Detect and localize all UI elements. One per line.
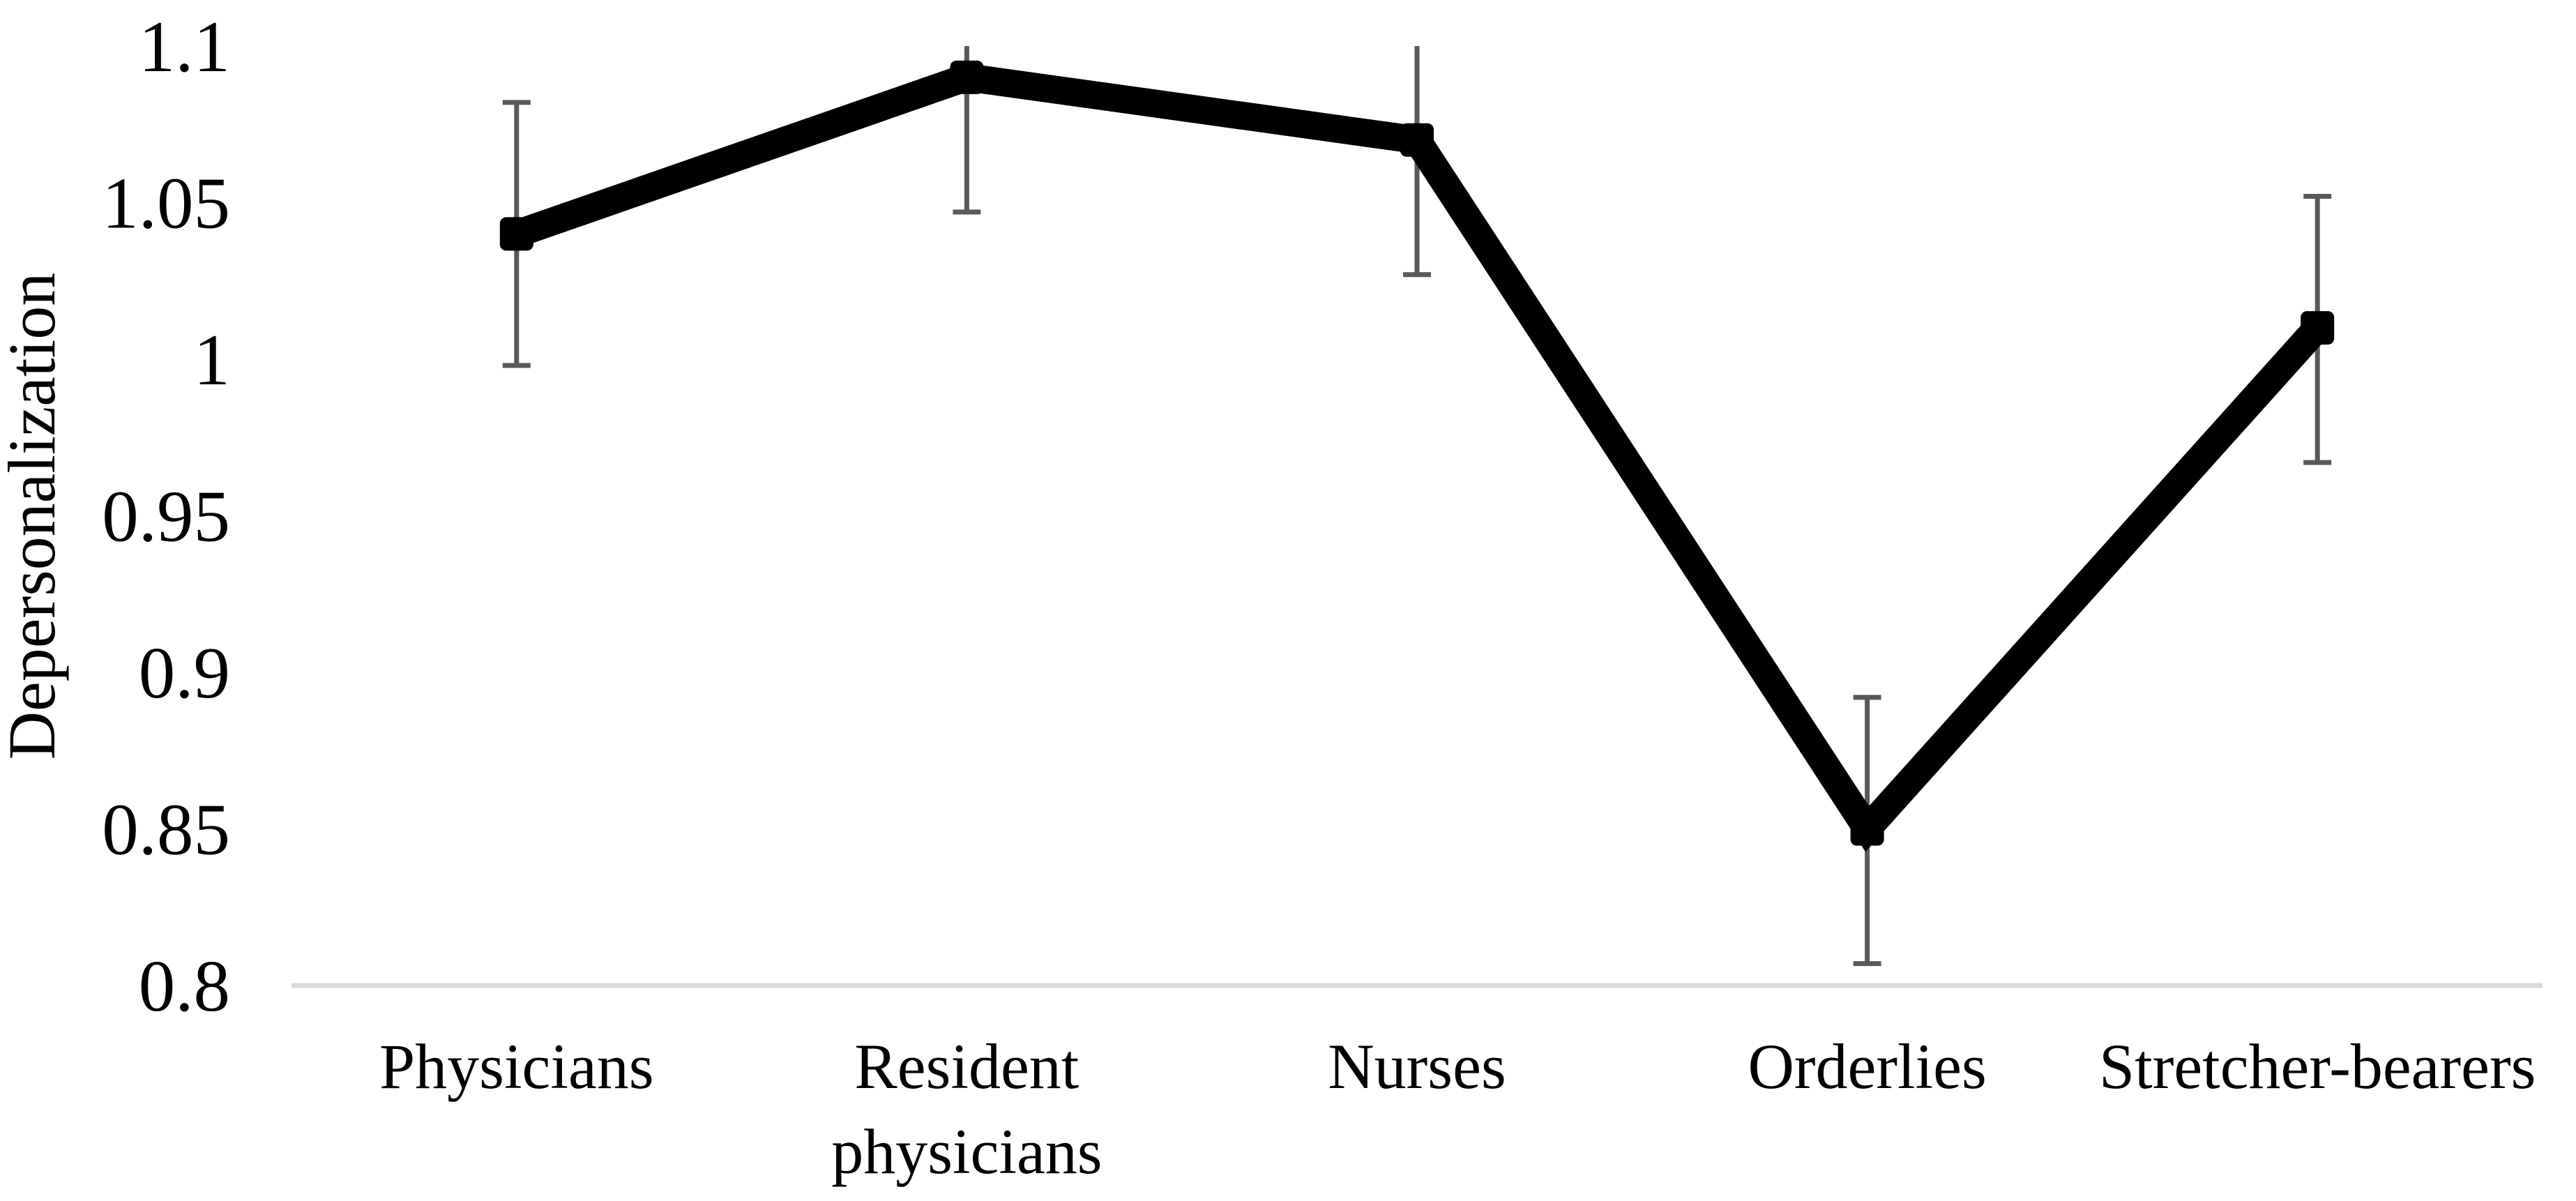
error-bars-group xyxy=(502,46,2332,967)
y-tick-labels-group: 1.1 1.05 1 0.95 0.9 0.85 0.8 xyxy=(102,6,230,1027)
x-category-label: Orderlies xyxy=(1748,1031,1986,1102)
data-point-marker xyxy=(499,217,533,251)
y-tick-label: 1.05 xyxy=(102,163,230,244)
y-tick-label: 1.1 xyxy=(139,6,230,87)
y-axis-title: Depersonalization xyxy=(0,273,69,760)
x-category-label: physicians xyxy=(831,1116,1102,1187)
x-category-label: Stretcher-bearers xyxy=(2099,1031,2536,1102)
data-point-marker xyxy=(1400,123,1434,157)
x-category-label: Resident xyxy=(854,1031,1079,1102)
y-tick-label: 0.8 xyxy=(139,945,230,1027)
data-point-marker xyxy=(2301,311,2335,345)
x-category-label: Physicians xyxy=(379,1031,654,1102)
y-tick-label: 0.85 xyxy=(102,789,230,870)
data-point-marker xyxy=(950,60,984,94)
y-tick-label: 1 xyxy=(194,319,231,400)
y-tick-label: 0.95 xyxy=(102,476,230,557)
x-category-labels-group: Physicians Resident physicians Nurses Orderl… xyxy=(379,1031,2536,1187)
x-category-label: Nurses xyxy=(1328,1031,1506,1102)
data-point-marker xyxy=(1850,812,1884,846)
y-tick-label: 0.9 xyxy=(139,632,230,713)
markers-group xyxy=(499,60,2335,846)
